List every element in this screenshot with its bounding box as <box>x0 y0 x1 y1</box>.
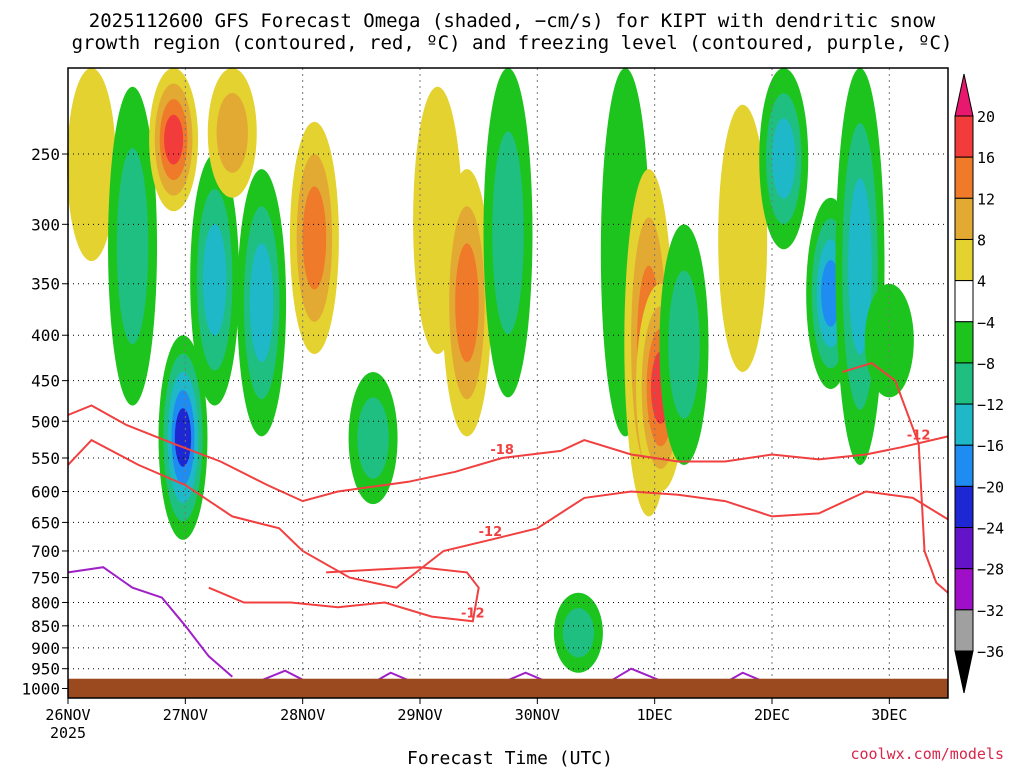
colorbar-segment-3 <box>954 238 974 282</box>
contour-label-1: -12 <box>479 525 503 540</box>
omega-cell-4-level-3 <box>202 223 227 336</box>
colorbar-label-12: −32 <box>977 602 1004 620</box>
y-tick-label-6: 550 <box>31 449 60 468</box>
y-tick-label-9: 700 <box>31 542 60 561</box>
omega-cell-2-level-4 <box>164 114 184 165</box>
colorbar-label-3: 8 <box>977 231 986 249</box>
colorbar-segment-5 <box>954 321 974 364</box>
colorbar-segment-12 <box>954 609 974 652</box>
omega-cell-12-level-2 <box>562 608 595 658</box>
colorbar-segment-8 <box>954 444 974 487</box>
colorbar-label-7: −12 <box>977 396 1004 414</box>
omega-cell-6-level-3 <box>249 243 274 363</box>
omega-cell-0-level-1 <box>66 68 116 262</box>
colorbar-segment-1 <box>954 156 974 199</box>
x-tick-label-3: 29NOV <box>397 706 442 724</box>
colorbar-label-2: 12 <box>977 190 995 208</box>
colorbar-top-arrow <box>954 73 974 117</box>
y-tick-label-7: 600 <box>31 483 60 502</box>
y-tick-label-3: 400 <box>31 326 60 345</box>
y-axis-ticks: 250 300 350 400 450 500 550 600 650 700 750 800 850 9… <box>21 145 68 698</box>
x-tick-label-6: 2DEC <box>754 706 790 724</box>
y-tick-label-10: 750 <box>31 569 60 588</box>
x-tick-label-7: 3DEC <box>871 706 907 724</box>
omega-cell-1-level-2 <box>116 148 149 345</box>
colorbar-label-13: −36 <box>977 643 1004 661</box>
x-axis-label: Forecast Time (UTC) <box>407 748 613 768</box>
colorbar-segment-2 <box>954 197 974 240</box>
y-tick-label-0: 250 <box>31 145 60 164</box>
colorbar-segment-7 <box>954 403 974 446</box>
contour-layer: -18 -12 -12 -12 <box>67 361 949 684</box>
colorbar-segment-11 <box>954 568 974 611</box>
omega-shading-layer <box>66 68 914 673</box>
chart-title-line-2: growth region (contoured, red, ºC) and f… <box>71 32 953 54</box>
contour-line-4 <box>67 566 233 678</box>
omega-cell-21-level-1 <box>864 283 914 398</box>
colorbar-segment-10 <box>954 527 974 570</box>
omega-cell-3-level-5 <box>174 408 192 467</box>
colorbar-segment-4 <box>954 280 974 323</box>
x-tick-label-2: 28NOV <box>280 706 325 724</box>
x-tick-label-5: 1DEC <box>637 706 673 724</box>
colorbar-segment-9 <box>954 485 974 529</box>
y-tick-label-8: 650 <box>31 513 60 532</box>
contour-line-2 <box>208 566 480 623</box>
colorbar-label-4: 4 <box>977 273 986 291</box>
omega-cell-5-level-2 <box>216 92 248 173</box>
omega-cell-7-level-3 <box>302 186 327 290</box>
contour-line-5 <box>255 669 309 684</box>
omega-cell-10-level-3 <box>455 243 479 363</box>
colorbar-label-8: −16 <box>977 437 1004 455</box>
y-tick-label-4: 450 <box>31 372 60 391</box>
y-tick-label-11: 800 <box>31 593 60 612</box>
omega-cell-16-level-2 <box>668 270 700 419</box>
colorbar-label-0: 20 <box>977 108 995 126</box>
x-tick-label-1: 27NOV <box>163 706 208 724</box>
omega-cell-8-level-2 <box>357 397 389 479</box>
y-tick-label-15: 1000 <box>21 679 60 698</box>
colorbar-bottom-arrow <box>954 650 974 694</box>
x-tick-label-0: 26NOV <box>45 706 90 724</box>
y-tick-label-1: 300 <box>31 215 60 234</box>
y-tick-label-13: 900 <box>31 639 60 658</box>
contour-label-2: -12 <box>461 606 485 621</box>
contour-label-0: -18 <box>490 443 514 458</box>
source-credit: coolwx.com/models <box>850 745 1004 763</box>
y-tick-label-14: 950 <box>31 660 60 679</box>
ground-surface <box>68 678 948 698</box>
x-tick-label-4: 30NOV <box>515 706 560 724</box>
omega-cell-17-level-1 <box>718 104 768 372</box>
colorbar-segment-0 <box>954 115 974 158</box>
omega-cell-11-level-2 <box>492 131 524 335</box>
colorbar-label-6: −8 <box>977 355 995 373</box>
chart-title-line-1: 2025112600 GFS Forecast Omega (shaded, −… <box>88 10 936 32</box>
contour-line-0 <box>67 404 949 503</box>
contour-line-8 <box>607 667 661 684</box>
colorbar-segment-6 <box>954 362 974 405</box>
colorbar-label-9: −20 <box>977 478 1004 496</box>
colorbar: 20 16 12 8 4 −4 −8 −12 −16 −20 −24 −28 −32 −36 <box>954 73 1004 694</box>
omega-cell-18-level-3 <box>771 118 796 199</box>
omega-cell-19-level-4 <box>821 260 841 327</box>
contour-line-3 <box>842 361 949 594</box>
x-axis-year-label: 2025 <box>50 724 86 742</box>
omega-cell-20-level-3 <box>848 178 872 355</box>
x-axis-ticks: 26NOV 27NOV 28NOV 29NOV 30NOV 1DEC 2DEC 3DEC <box>45 698 907 724</box>
colorbar-label-1: 16 <box>977 149 995 167</box>
y-tick-label-2: 350 <box>31 275 60 294</box>
contour-label-3: -12 <box>907 429 931 444</box>
colorbar-label-10: −24 <box>977 520 1004 538</box>
y-tick-label-5: 500 <box>31 412 60 431</box>
contour-line-1 <box>67 438 949 589</box>
y-tick-label-12: 850 <box>31 617 60 636</box>
plot-frame <box>67 67 949 699</box>
colorbar-label-5: −4 <box>977 314 995 332</box>
colorbar-label-11: −28 <box>977 561 1004 579</box>
